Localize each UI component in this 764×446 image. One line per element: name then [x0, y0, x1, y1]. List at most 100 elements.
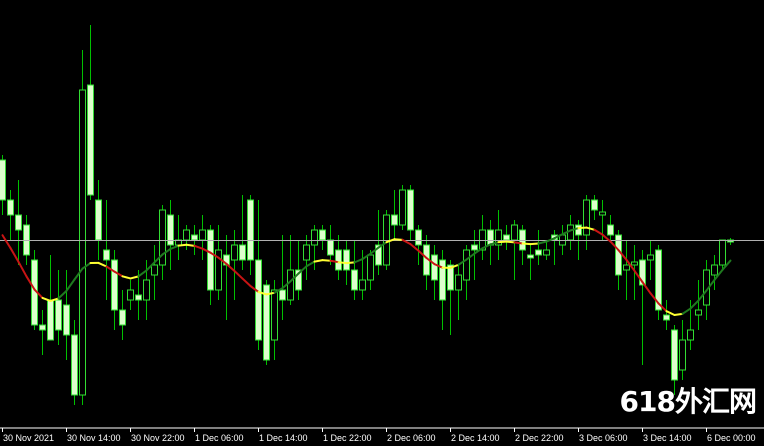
bear-candle-body	[535, 249, 542, 256]
indicator-segment-down	[617, 249, 628, 261]
candle	[151, 245, 158, 300]
bull-candle-body	[151, 264, 158, 276]
watermark-logo: 618外汇网	[619, 385, 757, 418]
candle	[135, 270, 142, 320]
indicator-segment-down	[625, 258, 636, 272]
candle	[551, 230, 558, 265]
indicator-segment-down	[601, 233, 612, 243]
bull-candle-body	[287, 269, 294, 301]
candle	[63, 270, 70, 360]
indicator-segment-up	[489, 241, 500, 246]
candle	[543, 240, 550, 260]
indicator-segment-down	[409, 243, 420, 252]
indicator-segment-up	[137, 269, 148, 278]
x-tick-label: 1 Dec 22:00	[323, 433, 372, 443]
indicator-segment-turn	[265, 291, 276, 296]
bull-candle-body	[359, 279, 366, 291]
indicator-segment-up	[561, 229, 572, 236]
bull-candle-body	[79, 89, 86, 396]
bear-candle-body	[415, 229, 422, 246]
bear-candle-body	[15, 214, 22, 231]
indicator-segment-up	[361, 252, 372, 261]
bull-candle-body	[199, 229, 206, 241]
indicator-segment-turn	[585, 226, 596, 231]
candle	[495, 210, 502, 260]
candle	[655, 245, 662, 320]
candle	[391, 190, 398, 240]
candle	[607, 215, 614, 240]
bear-candle-body	[591, 199, 598, 211]
indicator-segment-turn	[185, 243, 196, 247]
x-tick-label: 2 Dec 22:00	[515, 433, 564, 443]
indicator-segment-down	[209, 251, 220, 259]
candle	[183, 225, 190, 250]
indicator-segment-up	[377, 241, 388, 249]
candle	[351, 240, 358, 300]
indicator-segment-up	[289, 272, 300, 283]
bull-candle-body	[623, 264, 630, 271]
bear-candle-body	[439, 259, 446, 301]
candle	[695, 280, 702, 330]
indicator-segment-turn	[121, 275, 132, 280]
candle	[239, 195, 246, 270]
candle	[615, 230, 622, 290]
candle	[47, 255, 54, 341]
bear-candle-body	[607, 224, 614, 236]
indicator-segment-down	[193, 244, 204, 250]
indicator-segment-down	[249, 285, 260, 293]
x-tick-label: 30 Nov 22:00	[131, 433, 185, 443]
bull-candle-body	[303, 244, 310, 261]
candle	[591, 195, 598, 220]
candle	[95, 180, 102, 260]
indicator-segment-up	[369, 246, 380, 255]
bear-candle-body	[503, 234, 510, 241]
indicator-segment-up	[73, 267, 84, 281]
bull-candle-body	[687, 329, 694, 341]
indicator-segment-turn	[257, 290, 268, 296]
x-tick-label: 2 Dec 06:00	[387, 433, 436, 443]
candle	[527, 245, 534, 280]
candle	[415, 225, 422, 265]
bear-candle-body	[263, 284, 270, 361]
bull-candle-body	[599, 211, 606, 216]
indicator-segment-down	[1, 234, 12, 250]
bear-candle-body	[663, 314, 670, 321]
indicator-segment-up	[537, 240, 548, 245]
bull-candle-body	[455, 274, 462, 291]
bull-candle-body	[631, 261, 638, 266]
candle	[519, 225, 526, 265]
candle	[127, 280, 134, 310]
indicator-segment-up	[713, 268, 724, 281]
bear-candle-body	[47, 299, 54, 341]
candle	[231, 230, 238, 300]
indicator-segment-down	[649, 292, 660, 305]
bear-candle-body	[119, 309, 126, 326]
indicator-segment-down	[225, 262, 236, 272]
indicator-segment-up	[65, 278, 76, 292]
indicator-segment-down	[233, 269, 244, 280]
bull-candle-body	[543, 249, 550, 256]
indicator-segment-turn	[321, 259, 332, 262]
indicator-segment-turn	[313, 259, 324, 263]
candle	[279, 235, 286, 320]
indicator-segment-down	[329, 259, 340, 264]
indicator-segment-turn	[337, 261, 348, 265]
bull-candle-body	[399, 189, 406, 226]
indicator-segment-down	[401, 238, 412, 246]
bull-candle-body	[647, 254, 654, 261]
indicator-segment-turn	[177, 243, 188, 247]
indicator-segment-up	[57, 289, 68, 300]
candle	[159, 205, 166, 280]
bear-candle-body	[7, 199, 14, 216]
indicator-segment-up	[297, 265, 308, 275]
indicator-segment-down	[17, 260, 28, 278]
bull-candle-body	[719, 239, 726, 266]
bear-candle-body	[639, 259, 646, 286]
indicator-segment-up	[481, 243, 492, 250]
candle	[479, 215, 486, 260]
bull-candle-body	[511, 224, 518, 241]
candle	[303, 235, 310, 280]
indicator-segment-down	[433, 263, 444, 269]
